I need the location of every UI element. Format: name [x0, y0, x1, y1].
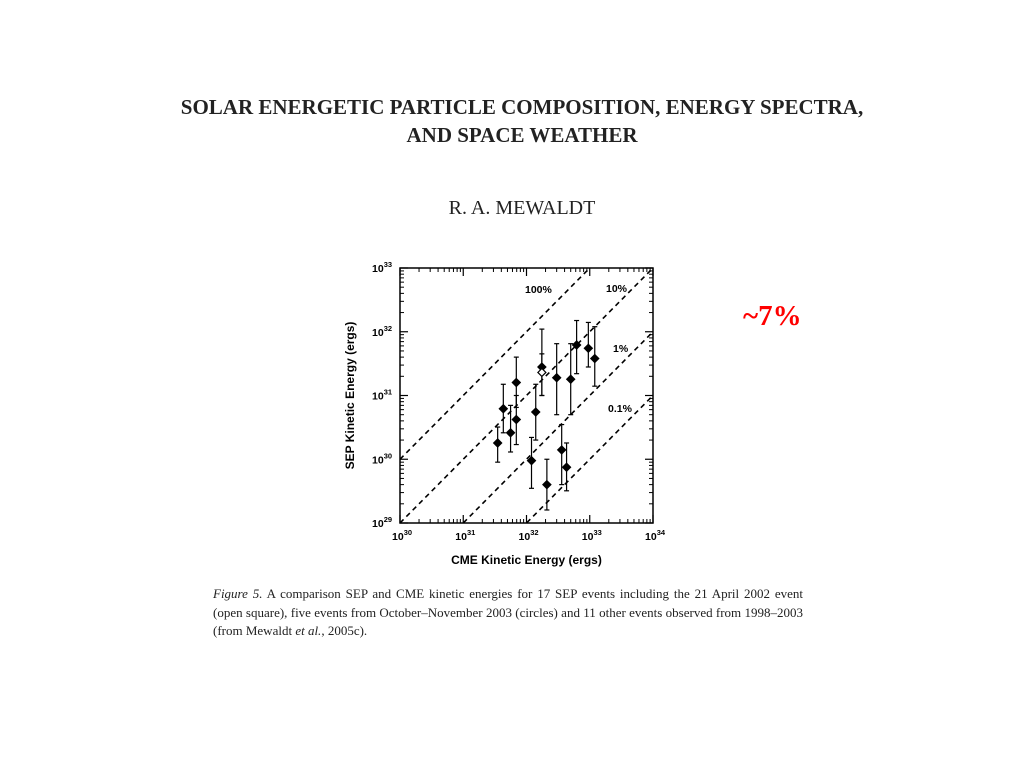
percentage-annotation: ~7% [743, 300, 802, 332]
paper-title: SOLAR ENERGETIC PARTICLE COMPOSITION, EN… [0, 93, 1024, 149]
data-point [526, 455, 537, 466]
reference-line-label: 10% [606, 283, 628, 295]
reference-line [525, 394, 653, 523]
data-point [589, 353, 600, 364]
data-point [551, 372, 562, 383]
y-tick-label: 1033 [372, 260, 392, 275]
caption-text-2: , 2005c). [321, 623, 368, 638]
title-line-2: AND SPACE WEATHER [406, 123, 638, 147]
y-tick-label: 1029 [372, 515, 392, 530]
x-axis-label: CME Kinetic Energy (ergs) [451, 553, 602, 567]
data-point [542, 479, 552, 490]
title-line-1: SOLAR ENERGETIC PARTICLE COMPOSITION, EN… [180, 95, 864, 119]
data-point [565, 374, 576, 385]
y-tick-label: 1030 [372, 451, 392, 466]
data-point [571, 340, 582, 350]
author-name: R. A. MEWALDT [448, 197, 596, 219]
reference-line-label: 100% [525, 284, 553, 296]
caption-text-1: A comparison SEP and CME kinetic energie… [213, 586, 803, 638]
data-point [505, 427, 516, 438]
data-point [561, 462, 572, 473]
figure-label: Figure 5. [213, 586, 263, 601]
figure-caption: Figure 5. A comparison SEP and CME kinet… [213, 585, 803, 641]
data-point [511, 377, 522, 388]
caption-et-al: et al. [295, 623, 322, 638]
x-tick-label: 1032 [519, 528, 539, 543]
plot-frame [399, 267, 654, 524]
y-axis-label: SEP Kinetic Energy (ergs) [343, 322, 357, 470]
reference-line-label: 1% [613, 343, 629, 355]
open-data-point [537, 367, 547, 378]
y-tick-label: 1032 [372, 324, 392, 339]
y-tick-label: 1031 [372, 388, 392, 403]
data-point [530, 407, 541, 417]
x-tick-label: 1034 [645, 528, 666, 543]
sep-cme-energy-chart: 100% 10%1%0.1%1030 1031 1032 1033 10341029103… [343, 260, 666, 567]
data-point [583, 343, 594, 354]
data-point [498, 403, 509, 414]
x-tick-label: 1031 [455, 528, 475, 543]
x-tick-label: 1033 [582, 528, 602, 543]
data-point [556, 445, 567, 455]
x-tick-label: 1030 [392, 528, 412, 543]
reference-line-label: 0.1% [608, 403, 633, 415]
data-point [511, 414, 522, 425]
reference-line [462, 331, 653, 523]
reference-line [400, 268, 653, 523]
data-point [492, 438, 503, 448]
